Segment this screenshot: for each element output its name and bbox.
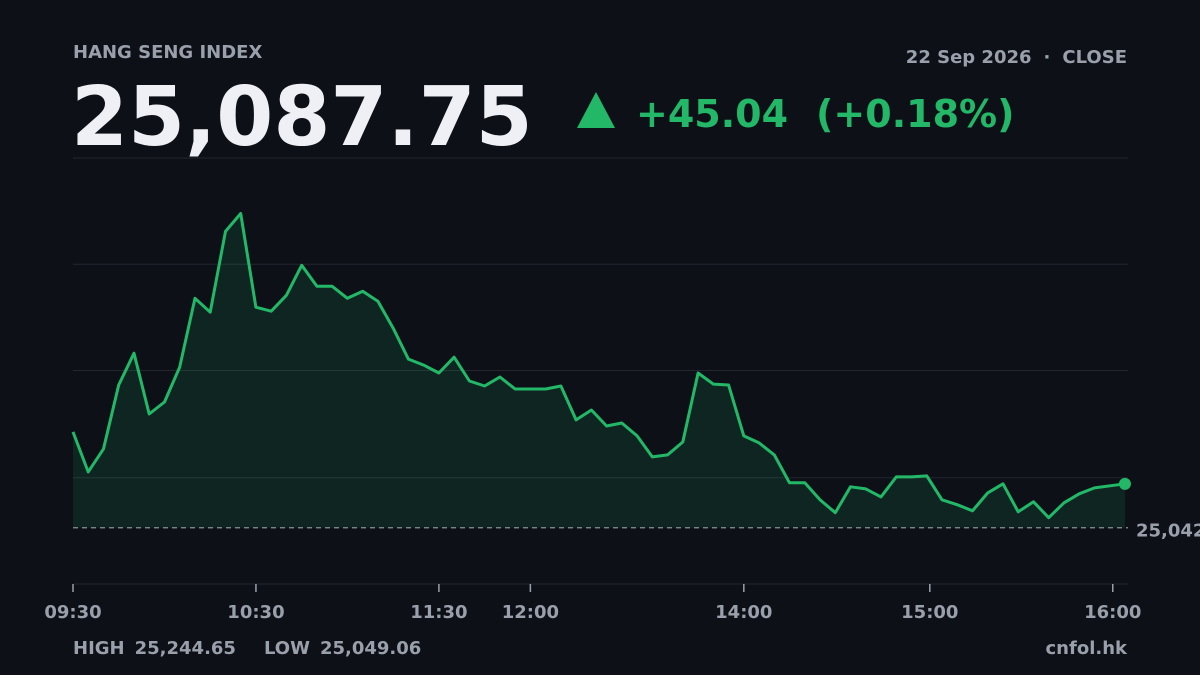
x-tick-label: 14:00 [715, 602, 772, 623]
low-label: LOW [264, 638, 310, 659]
x-tick-label: 11:30 [410, 602, 467, 623]
date: 22 Sep 2026 [906, 47, 1032, 68]
up-arrow [577, 92, 615, 128]
change-pct: (+0.18%) [816, 92, 1014, 136]
reference-label: 25,042.71 [1136, 521, 1200, 542]
range-info: HIGH 25,244.65 LOW 25,049.06 [73, 638, 421, 659]
high-value: 25,244.65 [135, 638, 236, 659]
change: +45.04 (+0.18%) [636, 92, 1014, 136]
x-tick-label: 15:00 [901, 602, 958, 623]
status: CLOSE [1062, 47, 1127, 68]
area [73, 213, 1125, 528]
high-label: HIGH [73, 638, 125, 659]
x-tick-label: 12:00 [502, 602, 559, 623]
price-line [71, 212, 1126, 520]
last-point [1118, 477, 1131, 490]
change-abs: +45.04 [636, 92, 788, 136]
low-value: 25,049.06 [320, 638, 421, 659]
x-tick-label: 10:30 [227, 602, 284, 623]
source: cnfol.hk [1046, 638, 1129, 659]
session-info: 22 Sep 2026 · CLOSE [906, 47, 1127, 68]
index-name: HANG SENG INDEX [73, 42, 262, 63]
price: 25,087.75 [71, 70, 533, 165]
x-tick-label: 09:30 [44, 602, 101, 623]
x-tick-label: 16:00 [1084, 602, 1141, 623]
separator: · [1044, 47, 1051, 68]
plot: 09:30 10:30 11:30 12:00 14:00 15:00 16:00 25,04… [44, 157, 1200, 623]
